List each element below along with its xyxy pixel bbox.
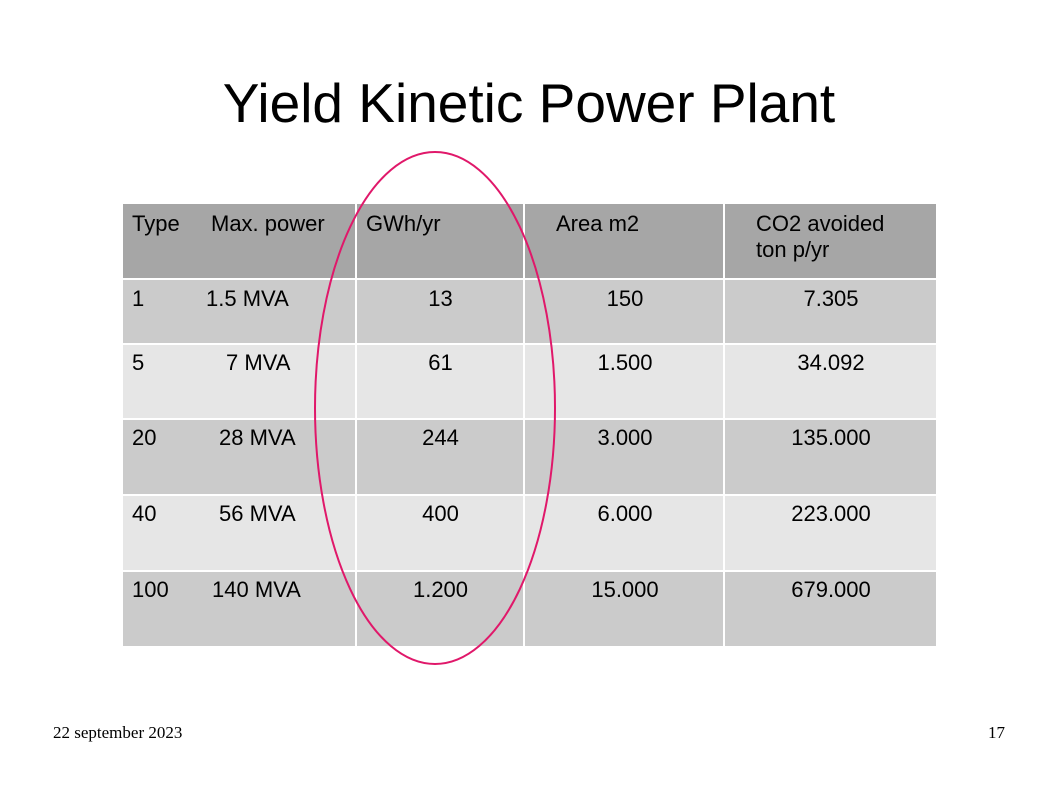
table-header-row: Type Max. power GWh/yr Area m2 CO2 avoid… (123, 204, 936, 279)
column-divider (723, 204, 725, 646)
header-co2-line2: ton p/yr (756, 237, 830, 262)
cell-gwh: 1.200 (412, 577, 469, 602)
cell-gwh: 400 (422, 501, 459, 526)
slide-title: Yield Kinetic Power Plant (222, 72, 836, 134)
column-divider (523, 204, 525, 646)
cell-max-power: 140 MVA (212, 577, 301, 602)
row-divider (123, 343, 936, 345)
cell-area: 1.500 (597, 350, 653, 375)
table-row: 100 140 MVA 1.200 15.000 679.000 (123, 571, 936, 646)
row-divider (123, 494, 936, 496)
table-row: 40 56 MVA 400 6.000 223.000 (123, 495, 936, 571)
cell-max-power: 1.5 MVA (206, 286, 289, 311)
cell-area: 6.000 (597, 501, 653, 526)
cell-gwh: 244 (422, 425, 459, 450)
cell-area: 15.000 (591, 577, 659, 602)
cell-gwh: 13 (428, 286, 453, 311)
row-divider (123, 570, 936, 572)
header-type: Type (132, 211, 180, 236)
cell-type: 5 (132, 350, 145, 375)
cell-type: 20 (132, 425, 157, 450)
cell-co2: 679.000 (791, 577, 871, 602)
cell-type: 1 (132, 286, 145, 311)
row-divider (123, 278, 936, 280)
cell-co2: 223.000 (791, 501, 871, 526)
header-area: Area m2 (556, 211, 640, 236)
yield-table: Type Max. power GWh/yr Area m2 CO2 avoid… (123, 204, 936, 646)
cell-co2: 34.092 (797, 350, 865, 375)
column-divider (355, 204, 357, 646)
table-row: 5 7 MVA 61 1.500 34.092 (123, 344, 936, 419)
cell-area: 3.000 (597, 425, 653, 450)
cell-co2: 7.305 (803, 286, 859, 311)
cell-max-power: 56 MVA (219, 501, 296, 526)
header-gwh-per-year: GWh/yr (366, 211, 441, 236)
table-row: 1 1.5 MVA 13 150 7.305 (123, 279, 936, 344)
table-row: 20 28 MVA 244 3.000 135.000 (123, 419, 936, 495)
cell-co2: 135.000 (791, 425, 871, 450)
highlight-ellipse (314, 151, 556, 665)
page-number: 17 (988, 723, 1005, 742)
header-max-power: Max. power (211, 211, 325, 236)
cell-area: 150 (606, 286, 644, 311)
cell-max-power: 7 MVA (226, 350, 291, 375)
row-divider (123, 418, 936, 420)
header-co2-line1: CO2 avoided (756, 211, 885, 236)
cell-gwh: 61 (428, 350, 453, 375)
cell-type: 40 (132, 501, 157, 526)
cell-max-power: 28 MVA (219, 425, 296, 450)
cell-type: 100 (132, 577, 169, 602)
footer-date: 22 september 2023 (53, 723, 183, 742)
